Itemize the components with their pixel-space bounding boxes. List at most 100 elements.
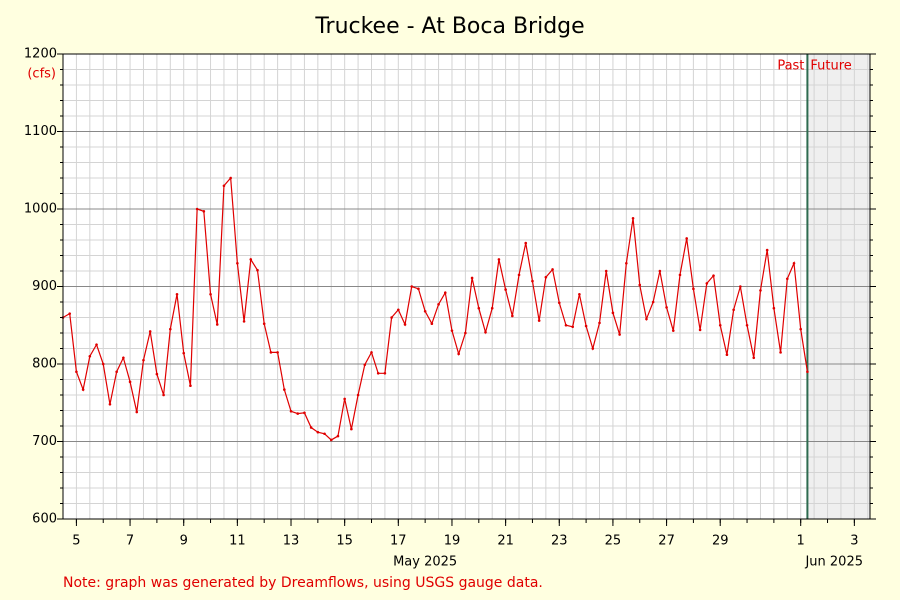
data-point xyxy=(108,403,112,406)
marks xyxy=(61,176,809,442)
data-point xyxy=(242,320,246,323)
data-point xyxy=(578,292,581,296)
data-point xyxy=(658,269,662,273)
data-point xyxy=(457,352,460,356)
data-point xyxy=(115,370,118,374)
data-point xyxy=(537,319,541,322)
data-point xyxy=(122,356,125,360)
data-point xyxy=(551,268,554,271)
data-point xyxy=(671,329,675,332)
data-point xyxy=(370,351,373,354)
data-point xyxy=(718,323,722,327)
data-point xyxy=(484,330,487,334)
data-point xyxy=(356,393,360,397)
data-point xyxy=(128,380,132,384)
data-point xyxy=(256,268,259,272)
data-point xyxy=(698,328,702,332)
data-point xyxy=(283,388,286,391)
data-point xyxy=(564,323,568,327)
data-point xyxy=(477,306,481,310)
data-point xyxy=(101,362,105,366)
data-point xyxy=(739,285,742,288)
data-point xyxy=(249,258,253,261)
data-point xyxy=(403,323,407,326)
data-point xyxy=(745,323,749,327)
x-tick-label: 27 xyxy=(658,534,675,549)
data-point xyxy=(209,292,212,296)
data-point xyxy=(229,176,232,180)
data-point xyxy=(806,370,809,374)
data-point xyxy=(511,314,514,318)
chart-title: Truckee - At Boca Bridge xyxy=(314,14,584,39)
x-tick-label: 25 xyxy=(605,534,622,549)
data-point xyxy=(571,325,574,329)
data-point xyxy=(68,312,72,315)
data-point xyxy=(631,217,635,220)
data-point xyxy=(417,287,420,291)
data-point xyxy=(618,333,621,336)
data-point xyxy=(651,300,655,304)
data-point xyxy=(712,274,715,277)
data-point xyxy=(423,310,427,313)
data-point xyxy=(155,372,159,376)
y-tick-label: 1200 xyxy=(24,47,57,62)
data-point xyxy=(665,306,668,309)
series-line xyxy=(62,176,809,441)
data-point xyxy=(195,207,199,211)
data-point xyxy=(604,269,608,273)
data-point xyxy=(88,354,92,358)
data-point xyxy=(557,301,561,305)
note: Note: graph was generated by Dreamflows,… xyxy=(63,575,543,591)
data-point xyxy=(765,248,769,252)
data-point xyxy=(772,306,776,310)
y-tick-label: 800 xyxy=(32,357,57,372)
data-point xyxy=(142,358,145,362)
future-label: Future xyxy=(810,59,851,74)
data-point xyxy=(323,432,326,436)
data-point xyxy=(148,330,152,333)
data-point xyxy=(202,210,206,213)
x-tick-label: 9 xyxy=(180,534,188,549)
data-point xyxy=(329,438,333,442)
data-point xyxy=(638,283,642,287)
data-point xyxy=(678,273,682,277)
data-point xyxy=(517,273,521,277)
y-tick-label: 900 xyxy=(32,279,57,294)
data-point xyxy=(799,327,803,331)
data-point xyxy=(443,291,447,295)
data-point xyxy=(289,409,293,413)
data-point xyxy=(504,288,507,291)
data-point xyxy=(363,363,367,367)
data-point xyxy=(430,322,434,326)
x-tick-label: 23 xyxy=(551,534,568,549)
data-point xyxy=(685,237,688,240)
y-unit: (cfs) xyxy=(27,67,56,82)
data-point xyxy=(544,275,548,279)
data-point xyxy=(309,426,313,429)
data-point xyxy=(598,321,601,325)
data-point xyxy=(303,411,306,415)
data-point xyxy=(490,306,494,310)
data-point xyxy=(383,372,387,375)
data-point xyxy=(779,351,782,354)
data-point xyxy=(296,412,300,415)
data-point xyxy=(269,351,273,354)
data-point xyxy=(785,277,789,281)
data-point xyxy=(437,303,440,306)
data-point xyxy=(591,347,595,350)
x-tick-label: 17 xyxy=(390,534,407,549)
data-point xyxy=(135,410,139,414)
data-point xyxy=(390,316,393,319)
data-point xyxy=(531,279,534,283)
y-tick-label: 600 xyxy=(32,512,57,527)
data-point xyxy=(645,317,648,321)
x-tick-label: 11 xyxy=(229,534,246,549)
x-tick-label: 13 xyxy=(283,534,300,549)
data-point xyxy=(236,261,239,265)
data-point xyxy=(182,351,186,355)
data-point xyxy=(752,356,756,360)
data-point xyxy=(350,427,353,431)
data-point xyxy=(75,370,78,374)
x-tick-label: 15 xyxy=(336,534,353,549)
